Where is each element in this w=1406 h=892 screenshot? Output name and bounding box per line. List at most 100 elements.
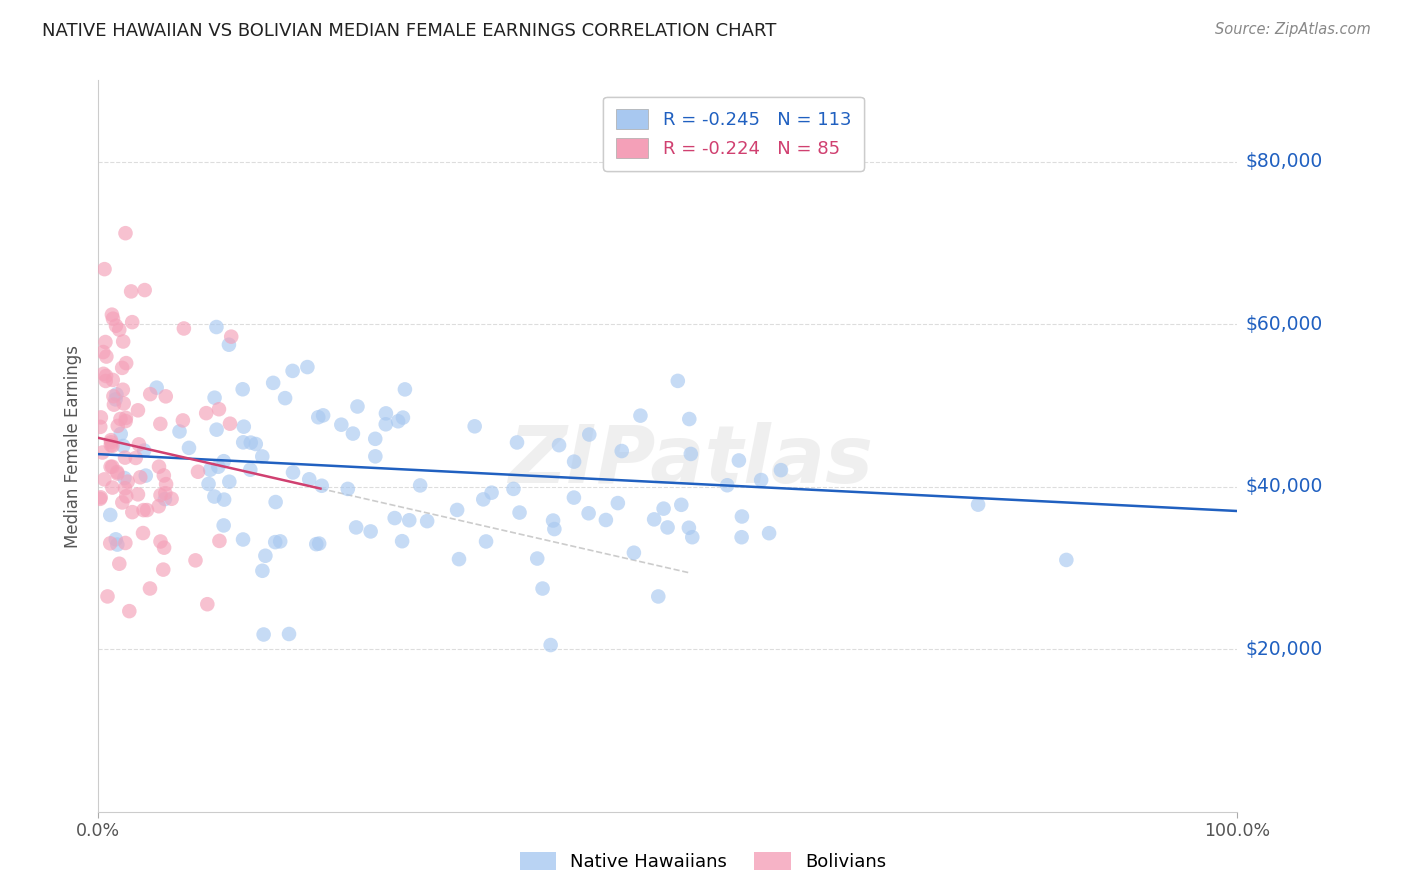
Point — [93, 262, 115, 277]
Point — [139, 582, 162, 596]
Point — [91, 445, 114, 459]
Point — [526, 551, 548, 566]
Point — [111, 383, 134, 397]
Point — [90, 410, 112, 425]
Point — [384, 511, 406, 525]
Y-axis label: Median Female Earnings: Median Female Earnings — [65, 344, 83, 548]
Point — [118, 604, 141, 618]
Point — [101, 311, 124, 326]
Text: Source: ZipAtlas.com: Source: ZipAtlas.com — [1215, 22, 1371, 37]
Point — [100, 438, 122, 452]
Point — [110, 412, 132, 426]
Point — [678, 412, 700, 426]
Point — [678, 521, 700, 535]
Point — [269, 534, 291, 549]
Point — [110, 427, 132, 442]
Point — [120, 285, 142, 299]
Point — [104, 533, 127, 547]
Point — [89, 491, 111, 506]
Point — [105, 387, 128, 401]
Point — [94, 374, 117, 388]
Point — [409, 478, 432, 492]
Point — [127, 487, 149, 501]
Point — [112, 439, 135, 453]
Point — [208, 533, 231, 548]
Point — [205, 423, 228, 437]
Point — [145, 381, 167, 395]
Point — [135, 468, 157, 483]
Point — [398, 513, 420, 527]
Point — [205, 320, 228, 334]
Point — [104, 318, 127, 333]
Point — [311, 479, 333, 493]
Point — [101, 439, 124, 453]
Point — [111, 495, 134, 509]
Point — [195, 406, 218, 420]
Point — [148, 459, 170, 474]
Text: $60,000: $60,000 — [1246, 315, 1323, 334]
Point — [115, 356, 138, 370]
Point — [149, 488, 172, 502]
Point — [155, 486, 177, 500]
Point — [297, 360, 319, 375]
Point — [252, 564, 274, 578]
Point — [232, 419, 254, 434]
Point — [232, 382, 254, 396]
Point — [509, 506, 531, 520]
Point — [305, 537, 328, 551]
Point — [212, 454, 235, 468]
Point — [114, 226, 136, 240]
Point — [107, 418, 129, 433]
Point — [308, 536, 330, 550]
Point — [758, 526, 780, 541]
Point — [121, 505, 143, 519]
Point — [623, 546, 645, 560]
Point — [127, 403, 149, 417]
Point — [125, 450, 148, 465]
Point — [101, 373, 124, 387]
Point — [134, 283, 156, 297]
Point — [114, 471, 136, 485]
Point — [219, 329, 242, 343]
Point — [212, 518, 235, 533]
Point — [134, 443, 156, 458]
Point — [364, 432, 387, 446]
Point — [212, 492, 235, 507]
Point — [540, 638, 562, 652]
Point — [148, 500, 170, 514]
Point — [464, 419, 486, 434]
Point — [475, 534, 498, 549]
Point — [114, 450, 136, 465]
Point — [108, 323, 131, 337]
Point — [195, 597, 218, 611]
Point — [152, 563, 174, 577]
Point — [671, 498, 693, 512]
Point — [447, 552, 470, 566]
Point — [107, 467, 129, 481]
Point — [114, 536, 136, 550]
Point — [312, 409, 335, 423]
Point — [204, 391, 226, 405]
Point — [657, 520, 679, 534]
Point — [652, 501, 675, 516]
Point — [94, 369, 117, 384]
Point — [117, 475, 139, 489]
Point — [160, 491, 183, 506]
Point — [114, 414, 136, 428]
Point — [330, 417, 353, 432]
Point — [169, 425, 191, 439]
Point — [184, 553, 207, 567]
Point — [104, 392, 127, 407]
Point — [374, 417, 396, 432]
Point — [105, 465, 128, 479]
Point — [1054, 553, 1077, 567]
Text: $80,000: $80,000 — [1246, 152, 1323, 171]
Point — [307, 410, 329, 425]
Point — [531, 582, 554, 596]
Point — [149, 534, 172, 549]
Point — [94, 334, 117, 349]
Point — [132, 503, 155, 517]
Point — [278, 627, 301, 641]
Point — [108, 557, 131, 571]
Point — [562, 455, 585, 469]
